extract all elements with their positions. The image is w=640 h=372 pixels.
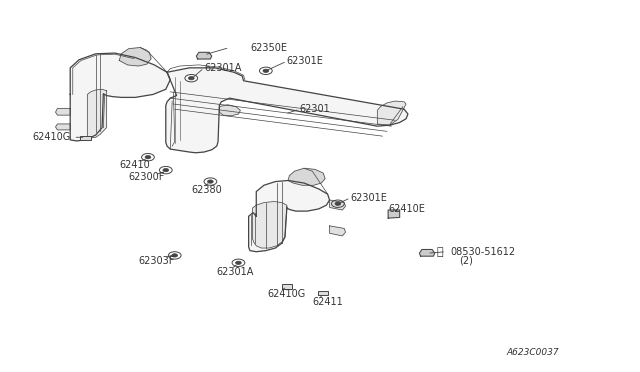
Circle shape xyxy=(236,261,241,264)
Text: 62301A: 62301A xyxy=(204,63,241,73)
Text: 62301E: 62301E xyxy=(287,56,324,66)
Circle shape xyxy=(188,77,194,80)
Circle shape xyxy=(145,155,151,159)
Polygon shape xyxy=(56,109,70,115)
FancyBboxPatch shape xyxy=(81,136,91,140)
Polygon shape xyxy=(330,226,346,236)
Polygon shape xyxy=(196,52,212,59)
Circle shape xyxy=(172,254,177,257)
Text: 62350E: 62350E xyxy=(250,42,287,52)
Polygon shape xyxy=(388,210,399,218)
Polygon shape xyxy=(288,168,325,185)
FancyBboxPatch shape xyxy=(282,284,292,289)
Circle shape xyxy=(335,202,340,205)
Polygon shape xyxy=(252,202,287,248)
Text: 08530-51612: 08530-51612 xyxy=(451,247,516,257)
Polygon shape xyxy=(70,53,170,141)
Polygon shape xyxy=(419,250,435,256)
Text: (2): (2) xyxy=(459,256,473,266)
Text: 62410G: 62410G xyxy=(268,289,306,299)
Circle shape xyxy=(263,69,269,73)
Polygon shape xyxy=(248,180,330,252)
Text: 62410G: 62410G xyxy=(32,132,70,142)
Text: 62410: 62410 xyxy=(119,160,150,170)
Text: 62301: 62301 xyxy=(300,104,330,114)
Text: 62301E: 62301E xyxy=(351,193,387,203)
Polygon shape xyxy=(119,48,151,66)
Text: Ⓢ: Ⓢ xyxy=(436,247,443,257)
Text: 62303F: 62303F xyxy=(138,256,175,266)
Polygon shape xyxy=(330,200,346,210)
Polygon shape xyxy=(166,68,408,153)
Text: 62380: 62380 xyxy=(191,185,222,195)
Text: 62410E: 62410E xyxy=(389,204,426,214)
FancyBboxPatch shape xyxy=(318,291,328,295)
Text: A623C0037: A623C0037 xyxy=(506,347,559,357)
Polygon shape xyxy=(220,105,241,116)
Circle shape xyxy=(163,169,169,172)
Text: 62300F: 62300F xyxy=(129,172,165,182)
Polygon shape xyxy=(378,101,406,125)
Text: 62411: 62411 xyxy=(312,297,343,307)
Polygon shape xyxy=(88,89,106,138)
Circle shape xyxy=(207,180,213,183)
Polygon shape xyxy=(56,124,70,130)
Text: 62301A: 62301A xyxy=(217,267,254,277)
